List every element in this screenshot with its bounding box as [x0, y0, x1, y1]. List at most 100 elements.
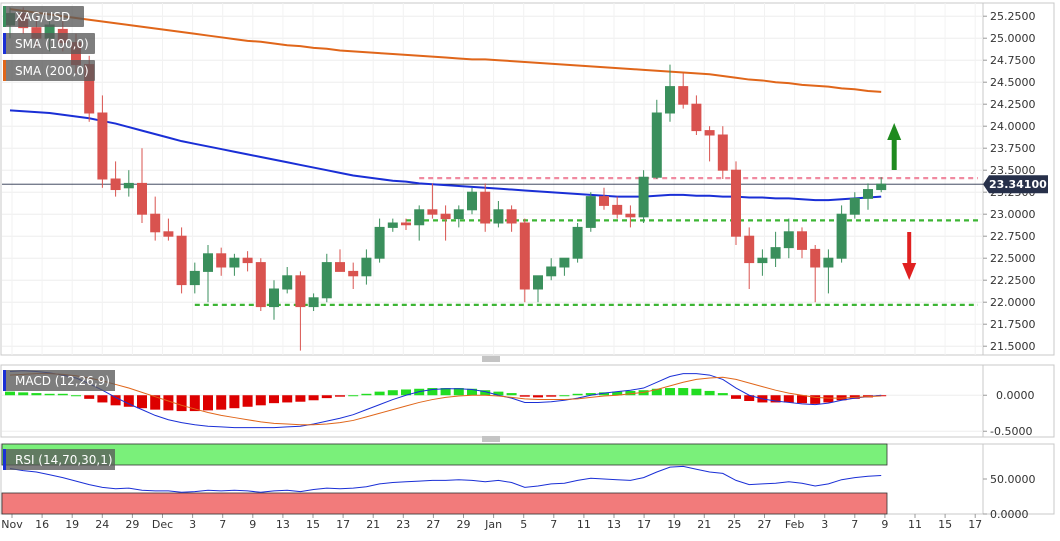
candle: [414, 205, 425, 241]
x-tick-label: 25: [727, 518, 741, 531]
candle: [123, 170, 134, 197]
panel-resize-handle-macd[interactable]: [482, 356, 500, 362]
candle-body: [519, 222, 530, 290]
panel-resize-handle-rsi[interactable]: [482, 436, 500, 442]
legend-rsi-label: RSI (14,70,30,1): [15, 453, 113, 467]
macd-histogram-bar: [453, 388, 464, 396]
legend-sma-200[interactable]: SMA (200,0): [3, 60, 95, 81]
macd-histogram-bar: [57, 393, 68, 396]
macd-histogram-bar: [150, 395, 161, 410]
legend-rsi-swatch: [3, 449, 6, 470]
candle-body: [480, 191, 491, 224]
x-tick-label: 11: [577, 518, 591, 531]
candle: [229, 253, 240, 276]
candle: [176, 227, 187, 294]
macd-histogram-bar: [546, 395, 557, 397]
candle: [717, 126, 728, 179]
legend-rsi[interactable]: RSI (14,70,30,1): [3, 449, 115, 470]
candle: [625, 205, 636, 228]
candle-body: [757, 257, 768, 264]
macd-histogram-bar: [308, 395, 319, 401]
price-tick-label: 24.2500: [990, 98, 1036, 111]
candle-body: [863, 189, 873, 199]
candle-body: [651, 112, 662, 178]
candle-body: [163, 231, 174, 237]
macd-histogram-bar: [295, 395, 306, 402]
candle-body: [691, 103, 702, 132]
price-tick-label: 23.0000: [990, 208, 1036, 221]
legend-sma-100[interactable]: SMA (100,0): [3, 33, 95, 54]
candle: [651, 99, 662, 179]
candle: [97, 95, 108, 188]
rsi-tick-label: 0.0000: [990, 508, 1029, 521]
macd-histogram-bar: [599, 392, 609, 396]
candle: [163, 218, 174, 241]
candle-body: [374, 226, 385, 259]
price-tick-label: 22.7500: [990, 230, 1036, 243]
candle: [427, 183, 438, 219]
price-tick-label: 24.0000: [990, 120, 1036, 133]
arrow-down-head: [902, 263, 917, 280]
rsi-tick-label: 50.0000: [990, 473, 1036, 486]
x-tick-label: 19: [667, 518, 681, 531]
macd-histogram-bar: [533, 395, 543, 398]
x-tick-label: 5: [520, 518, 527, 531]
x-tick-label: 29: [125, 518, 139, 531]
x-tick-label: 9: [881, 518, 888, 531]
macd-line: [9, 370, 882, 429]
candle-body: [559, 257, 570, 268]
last-price-label: 23.34100: [989, 178, 1047, 191]
candle-body: [440, 213, 451, 220]
x-tick-label: 27: [426, 518, 440, 531]
candle: [453, 205, 464, 228]
x-tick-label: 13: [276, 518, 290, 531]
candle: [203, 245, 213, 303]
x-tick-label: 13: [607, 518, 621, 531]
macd-histogram-bar: [229, 395, 240, 409]
macd-histogram-bar: [189, 395, 200, 412]
candle-body: [546, 266, 557, 277]
x-tick-label: 21: [366, 518, 380, 531]
macd-histogram-bar: [123, 395, 134, 407]
candle: [216, 247, 227, 276]
macd-histogram-bar: [387, 390, 398, 396]
macd-histogram-bar: [163, 395, 174, 411]
macd-histogram-bar: [335, 395, 345, 397]
legend-symbol-bg: [3, 6, 84, 27]
legend-symbol-swatch: [3, 6, 6, 27]
macd-histogram-bar: [823, 395, 834, 403]
legend-symbol[interactable]: XAG/USD: [3, 6, 84, 27]
legend-sma-100-bg: [3, 33, 95, 54]
x-tick-label: 29: [457, 518, 471, 531]
candle-body: [665, 86, 675, 114]
rsi-oversold-zone: [1, 492, 888, 515]
macd-histogram-bar: [572, 393, 583, 396]
legend-macd-swatch: [3, 370, 6, 391]
candle: [559, 257, 570, 276]
candle: [823, 249, 834, 294]
candle-body: [97, 112, 108, 180]
candle: [704, 126, 715, 162]
legend-sma-100-swatch: [3, 33, 6, 54]
candle: [770, 231, 781, 267]
macd-histogram-bar: [797, 395, 807, 404]
sma-200-line: [9, 8, 882, 93]
price-tick-label: 23.5000: [990, 164, 1036, 177]
candle-body: [467, 191, 477, 211]
candle: [401, 218, 411, 231]
candle-body: [335, 262, 345, 272]
candle-body: [282, 275, 293, 290]
candle: [308, 293, 319, 311]
price-tick-label: 22.0000: [990, 296, 1036, 309]
macd-histogram-bar: [770, 395, 781, 403]
x-tick-label: 7: [851, 518, 858, 531]
legend-macd[interactable]: MACD (12,26,9): [3, 370, 115, 391]
candle: [189, 262, 200, 294]
legend-rsi-bg: [3, 449, 115, 470]
candle: [849, 192, 860, 219]
candle-body: [137, 182, 147, 215]
candle-body: [361, 257, 372, 277]
candle-body: [625, 213, 636, 218]
price-tick-label: 24.7500: [990, 54, 1036, 67]
x-tick-label: Jan: [484, 518, 502, 531]
